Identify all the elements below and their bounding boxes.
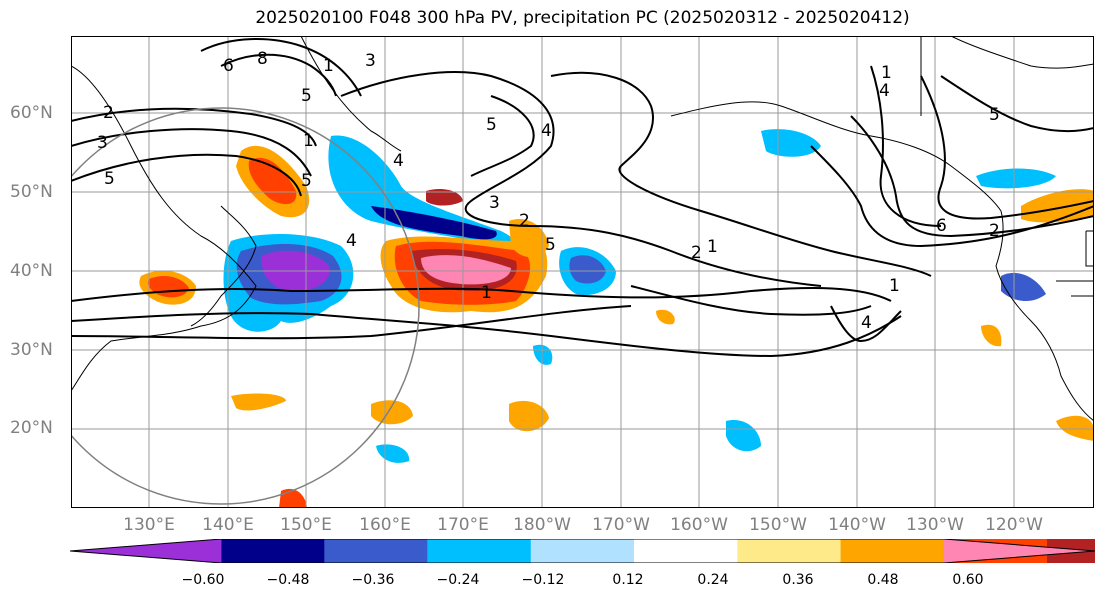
contour-label: 1 bbox=[707, 237, 718, 257]
contour-label-layer: 2 3 5 6 8 1 3 5 4 1 4 5 4 3 2 5 1 1 2 1 … bbox=[97, 49, 1000, 333]
lon-label: 170°W bbox=[592, 515, 650, 535]
lat-label-60n: 60°N bbox=[10, 103, 53, 123]
lon-label: 160°W bbox=[670, 515, 728, 535]
colorbar-tick-label: 0.24 bbox=[697, 572, 729, 588]
colorbar-tick-label: 0.48 bbox=[867, 572, 899, 588]
colorbar-segment bbox=[634, 539, 738, 563]
lat-label-30n: 30°N bbox=[10, 340, 53, 360]
colorbar-segment bbox=[221, 539, 325, 563]
colorbar-tick-label: 0.12 bbox=[612, 572, 644, 588]
contour-label: 4 bbox=[861, 313, 872, 333]
colorbar-tick-label: −0.24 bbox=[436, 572, 480, 588]
precip-positive-area bbox=[509, 400, 549, 432]
precip-positive-area bbox=[426, 189, 463, 206]
lon-label: 140°W bbox=[828, 515, 886, 535]
great-circle-ring bbox=[71, 107, 420, 505]
precip-positive-area bbox=[231, 393, 286, 411]
contour-label: 5 bbox=[989, 105, 1000, 125]
map-plot: 2 3 5 6 8 1 3 5 4 1 4 5 4 3 2 5 1 1 2 1 … bbox=[71, 36, 1094, 508]
colorbar-extend-high bbox=[943, 539, 1095, 563]
precip-positive-area bbox=[981, 324, 1002, 347]
precip-positive-area bbox=[371, 400, 413, 425]
colorbar bbox=[70, 539, 1095, 563]
contour-label: 4 bbox=[879, 81, 890, 101]
contour-label: 5 bbox=[486, 115, 497, 135]
colorbar-tick-label: 0.60 bbox=[952, 572, 984, 588]
colorbar-tick-label: −0.36 bbox=[351, 572, 395, 588]
contour-label: 4 bbox=[393, 151, 404, 171]
precip-negative-area bbox=[1001, 272, 1046, 302]
contour-label: 6 bbox=[936, 216, 947, 236]
contour-label: 2 bbox=[519, 211, 530, 231]
colorbar-segment bbox=[737, 539, 841, 563]
contour-label: 1 bbox=[881, 63, 892, 83]
map-title: 2025020100 F048 300 hPa PV, precipitatio… bbox=[255, 8, 910, 28]
precip-negative-area bbox=[376, 444, 410, 463]
contour-label: 3 bbox=[489, 193, 500, 213]
precip-negative-area bbox=[569, 255, 606, 284]
contour-label: 2 bbox=[989, 221, 1000, 241]
contour-label: 4 bbox=[541, 121, 552, 141]
lon-label: 180°W bbox=[513, 515, 571, 535]
lat-label-50n: 50°N bbox=[10, 182, 53, 202]
lon-label: 120°W bbox=[985, 515, 1043, 535]
precip-positive-area bbox=[509, 218, 549, 258]
contour-label: 6 bbox=[223, 56, 234, 76]
colorbar-tick-label: −0.48 bbox=[266, 572, 310, 588]
lon-label: 140°E bbox=[202, 515, 254, 535]
precip-negative-area bbox=[761, 129, 821, 157]
pv-contours bbox=[71, 38, 1094, 358]
lon-label: 150°E bbox=[280, 515, 332, 535]
lat-label-20n: 20°N bbox=[10, 418, 53, 438]
precip-fill-layer bbox=[139, 129, 1094, 508]
lon-label: 150°W bbox=[749, 515, 807, 535]
contour-label: 5 bbox=[301, 171, 312, 191]
colorbar-segment bbox=[427, 539, 531, 563]
colorbar-extend-low bbox=[70, 539, 222, 563]
contour-label: 1 bbox=[481, 283, 492, 303]
colorbar-tick-label: −0.60 bbox=[181, 572, 225, 588]
precip-positive-area bbox=[421, 255, 511, 285]
contour-label: 2 bbox=[103, 103, 114, 123]
contour-label: 5 bbox=[301, 86, 312, 106]
contour-label: 8 bbox=[257, 49, 268, 69]
colorbar-segment bbox=[324, 539, 428, 563]
contour-label: 1 bbox=[323, 56, 334, 76]
contour-label: 3 bbox=[97, 133, 108, 153]
precip-negative-area bbox=[328, 135, 514, 245]
lon-label: 130°E bbox=[123, 515, 175, 535]
lat-label-40n: 40°N bbox=[10, 261, 53, 281]
colorbar-segment bbox=[840, 539, 944, 563]
colorbar-tick-label: −0.12 bbox=[521, 572, 565, 588]
contour-label: 3 bbox=[365, 51, 376, 71]
contour-label: 4 bbox=[346, 231, 357, 251]
precip-positive-area bbox=[1056, 415, 1094, 441]
lon-label: 170°E bbox=[437, 515, 489, 535]
precip-negative-area bbox=[371, 206, 497, 240]
contour-label: 1 bbox=[889, 276, 900, 296]
precip-positive-area bbox=[656, 309, 675, 325]
coastlines bbox=[71, 36, 1094, 422]
lon-label: 130°W bbox=[906, 515, 964, 535]
precip-positive-area bbox=[248, 157, 297, 205]
contour-label: 1 bbox=[303, 131, 314, 151]
contour-label: 2 bbox=[691, 243, 702, 263]
colorbar-tick-label: 0.36 bbox=[782, 572, 814, 588]
precip-negative-area bbox=[976, 168, 1056, 189]
colorbar-segment bbox=[530, 539, 635, 563]
contour-label: 5 bbox=[545, 235, 556, 255]
lon-label: 160°E bbox=[359, 515, 411, 535]
precip-negative-area bbox=[726, 420, 761, 452]
contour-label: 5 bbox=[104, 169, 115, 189]
